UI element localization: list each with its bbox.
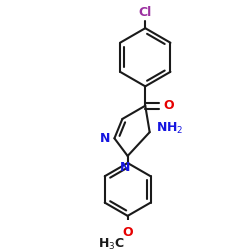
Text: H$_3$C: H$_3$C [98,237,125,250]
Text: NH$_2$: NH$_2$ [156,121,183,136]
Text: O: O [163,99,173,112]
Text: N: N [100,132,110,145]
Text: N: N [120,161,130,174]
Text: Cl: Cl [139,6,152,20]
Text: O: O [122,226,133,238]
